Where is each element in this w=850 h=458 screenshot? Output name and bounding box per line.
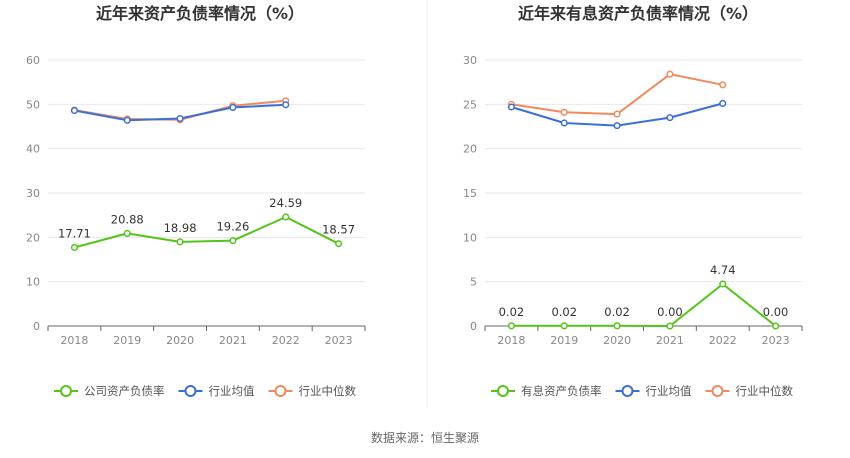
data-label: 17.71 — [58, 226, 91, 240]
x-tick-label: 2021 — [219, 334, 247, 347]
data-source: 数据来源：恒生聚源 — [371, 430, 479, 445]
y-tick-label: 25 — [463, 98, 477, 111]
y-tick-label: 50 — [26, 98, 40, 111]
y-tick-label: 20 — [26, 231, 40, 244]
y-tick-label: 15 — [463, 187, 477, 200]
legend-swatch-marker — [274, 385, 287, 397]
legend-swatch-marker — [497, 385, 509, 397]
data-point[interactable] — [229, 237, 237, 245]
legend-item-2[interactable]: 行业中位数 — [705, 384, 794, 398]
data-point[interactable] — [282, 101, 290, 109]
x-tick-label: 2023 — [325, 334, 353, 347]
x-tick-label: 2019 — [550, 334, 578, 347]
y-tick-label: 10 — [26, 276, 40, 289]
data-label: 24.59 — [269, 196, 302, 210]
data-point[interactable] — [123, 229, 131, 237]
data-label: 0.02 — [604, 305, 630, 319]
y-tick-label: 20 — [463, 143, 477, 156]
data-point[interactable] — [507, 103, 515, 111]
data-point[interactable] — [176, 238, 184, 246]
data-label: 0.00 — [763, 305, 789, 319]
data-point[interactable] — [613, 122, 621, 130]
chart-title: 近年来有息资产负债率情况（%） — [518, 4, 758, 23]
data-point[interactable] — [176, 114, 184, 123]
data-label: 18.98 — [164, 221, 197, 235]
legend-swatch-marker — [711, 385, 724, 397]
y-tick-label: 0 — [33, 320, 40, 333]
x-tick-label: 2021 — [656, 334, 684, 347]
data-point[interactable] — [613, 110, 621, 118]
y-tick-label: 30 — [463, 54, 477, 67]
chart-interest-debt-ratio: 近年来有息资产负债率情况（%） 0 5 10 15 20 25 30 2018 2019 2020 2… — [463, 4, 803, 398]
legend-item-0[interactable]: 有息资产负债率 — [491, 384, 602, 398]
y-tick-label: 60 — [26, 54, 40, 67]
x-tick-label: 2023 — [762, 334, 790, 347]
data-point[interactable] — [123, 116, 131, 124]
data-point[interactable] — [666, 114, 674, 122]
legend-swatch-marker — [621, 385, 634, 397]
data-point[interactable] — [613, 322, 621, 330]
data-label: 0.02 — [551, 305, 577, 319]
series-line-0 — [74, 216, 340, 249]
y-tick-label: 40 — [26, 143, 40, 156]
data-point[interactable] — [666, 322, 674, 330]
data-point[interactable] — [70, 243, 78, 252]
chart-title: 近年来资产负债率情况（%） — [96, 4, 304, 23]
data-point[interactable] — [282, 213, 290, 221]
data-point[interactable] — [560, 119, 568, 127]
data-label: 0.02 — [499, 305, 525, 319]
legend-item-2[interactable]: 行业中位数 — [268, 384, 357, 398]
series-line-2 — [511, 73, 723, 116]
data-point[interactable] — [507, 322, 515, 330]
x-tick-label: 2022 — [272, 334, 300, 347]
data-point[interactable] — [719, 81, 727, 89]
legend-item-1[interactable]: 行业均值 — [615, 384, 692, 398]
data-label: 4.74 — [710, 263, 736, 277]
x-tick-label: 2018 — [497, 334, 525, 347]
legend-label: 行业中位数 — [736, 384, 794, 398]
data-label: 20.88 — [111, 212, 144, 226]
y-tick-label: 30 — [26, 187, 40, 200]
x-tick-label: 2019 — [113, 334, 141, 347]
y-tick-label: 5 — [470, 276, 477, 289]
legend-swatch-marker — [184, 385, 197, 397]
legend-item-0[interactable]: 公司资产负债率 — [54, 384, 165, 398]
legend-label: 行业中位数 — [299, 384, 357, 398]
y-tick-label: 10 — [463, 231, 477, 244]
x-tick-label: 2020 — [603, 334, 631, 347]
legend-label: 行业均值 — [646, 384, 692, 398]
data-point[interactable] — [560, 322, 568, 330]
legend-swatch-marker — [60, 385, 72, 397]
chart-debt-ratio: 近年来资产负债率情况（%） 0 10 20 30 40 50 60 2018 2019 2020 20… — [26, 4, 366, 398]
data-point[interactable] — [335, 240, 343, 248]
data-point[interactable] — [666, 70, 674, 78]
data-label: 19.26 — [216, 220, 249, 234]
y-tick-label: 0 — [470, 320, 477, 333]
data-point[interactable] — [719, 99, 727, 107]
legend-label: 公司资产负债率 — [84, 384, 165, 398]
data-point[interactable] — [70, 106, 78, 115]
series-line-0 — [511, 283, 777, 327]
data-point[interactable] — [772, 322, 780, 330]
x-tick-label: 2020 — [166, 334, 194, 347]
x-tick-label: 2022 — [709, 334, 737, 347]
legend-label: 有息资产负债率 — [521, 384, 602, 398]
data-point[interactable] — [560, 108, 568, 116]
legend-label: 行业均值 — [209, 384, 255, 398]
data-point[interactable] — [229, 103, 237, 111]
data-label: 18.57 — [322, 223, 355, 237]
data-label: 0.00 — [657, 305, 683, 319]
x-tick-label: 2018 — [60, 334, 88, 347]
legend-item-1[interactable]: 行业均值 — [178, 384, 255, 398]
data-point[interactable] — [719, 280, 727, 288]
